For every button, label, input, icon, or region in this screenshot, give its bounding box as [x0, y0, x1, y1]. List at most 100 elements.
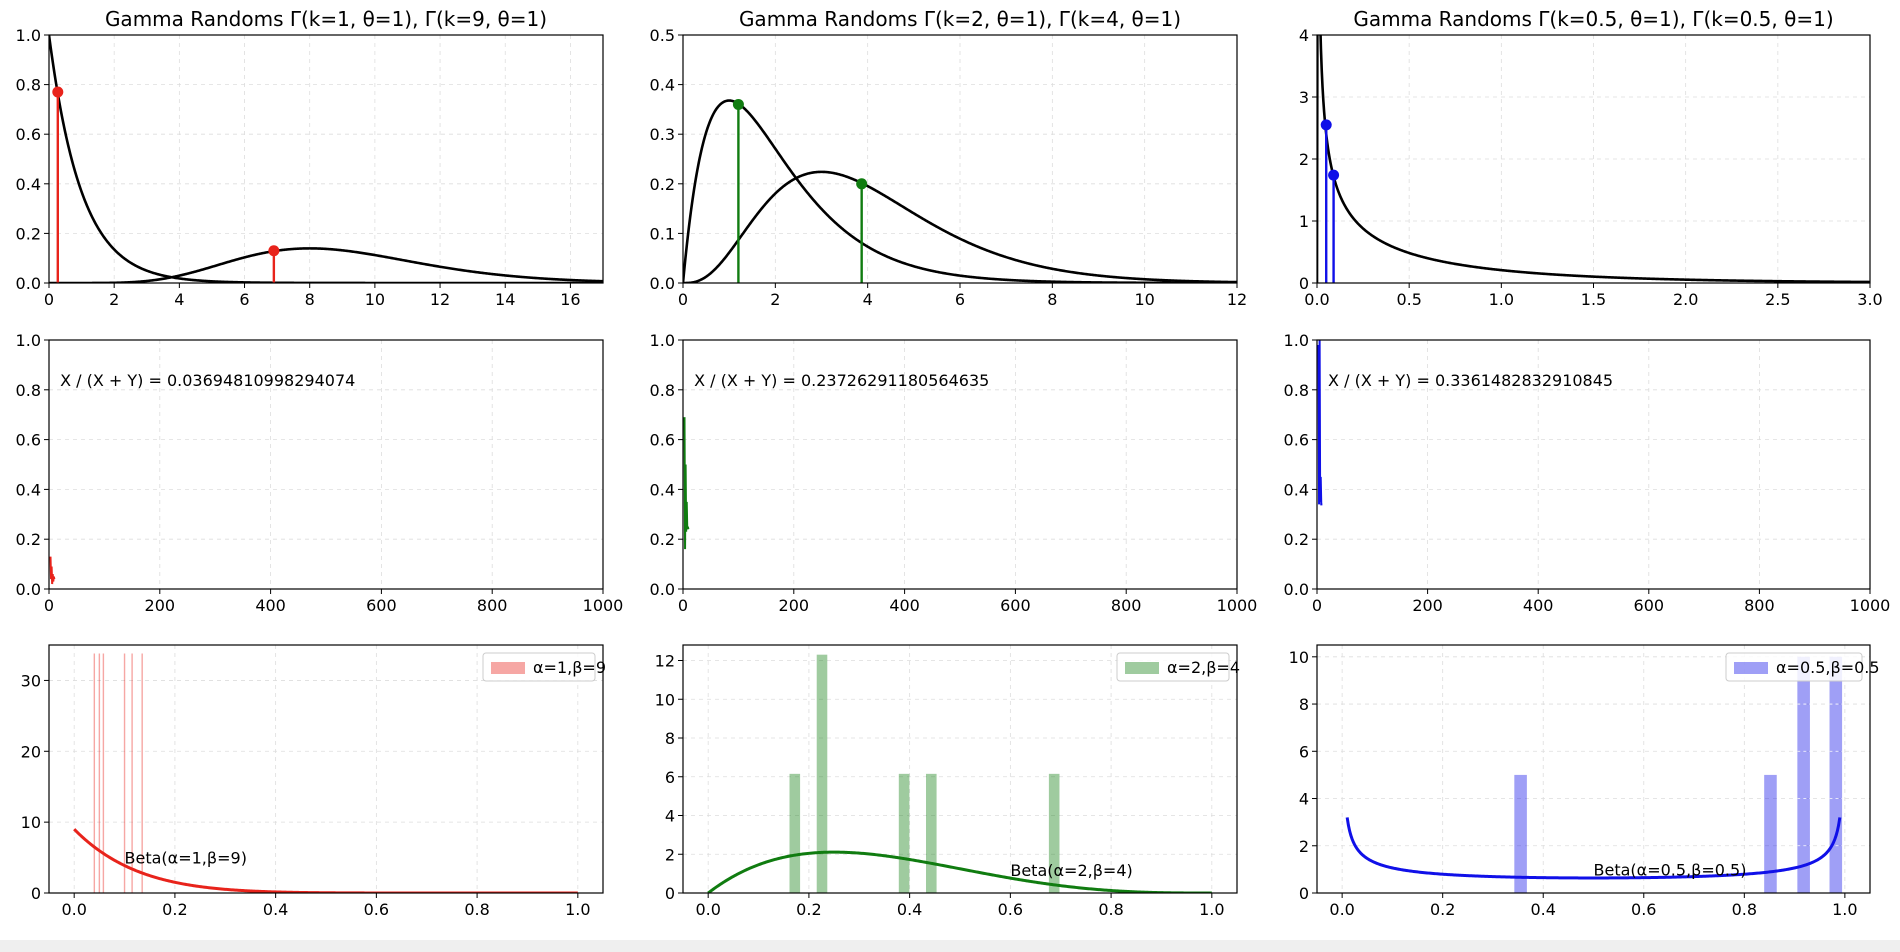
stem-marker-0 [1320, 119, 1332, 131]
x-tick-label-1: 2 [109, 290, 119, 309]
plot-area [49, 556, 56, 585]
y-tick-label-0: 0 [1299, 274, 1309, 293]
y-tick-label-2: 0.4 [16, 480, 41, 499]
x-tick-label-0: 0.0 [695, 900, 720, 919]
panel-gamma1: 0 2 4 6 8 10 12 14 16 0.0 0.2 0.4 0.6 0.8 1.0 Gamma Ran… [16, 7, 604, 309]
annotation-text: X / (X + Y) = 0.03694810998294074 [60, 371, 355, 390]
x-tick-label-0: 0.0 [1304, 290, 1329, 309]
hist-bar-0 [93, 653, 96, 893]
axes-frame [48, 644, 604, 894]
stem-marker-1 [1328, 169, 1340, 181]
x-tick-label-5: 1.0 [1199, 900, 1224, 919]
annotation-text: Beta(α=2,β=4) [1010, 861, 1132, 880]
panel-beta2: Beta(α=2,β=4) α=2,β=4 0.0 0.2 0.4 0.6 0.8 1.0 0 2… [655, 644, 1240, 919]
axes-frame [48, 339, 604, 590]
stem-marker-0 [732, 98, 744, 110]
plot-area [1317, 35, 1870, 283]
y-tick-label-3: 0.6 [16, 431, 41, 450]
y-tick-label-2: 0.2 [650, 175, 675, 194]
y-tick-label-5: 10 [1289, 648, 1309, 667]
x-tick-label-2: 4 [863, 290, 873, 309]
y-tick-label-2: 4 [665, 807, 675, 826]
plot-area [707, 654, 1212, 893]
x-tick-label-5: 10 [1134, 290, 1154, 309]
hist-bar-2 [102, 653, 105, 893]
y-tick-label-2: 0.4 [1284, 480, 1309, 499]
x-tick-label-4: 800 [477, 596, 508, 615]
hist-bar-2 [1797, 656, 1810, 893]
y-tick-label-1: 0.2 [16, 530, 41, 549]
legend-swatch [491, 662, 525, 674]
x-tick-label-2: 1.0 [1489, 290, 1514, 309]
ratio-trace [1317, 340, 1323, 506]
legend-box [1725, 652, 1863, 682]
y-tick-label-2: 0.4 [650, 480, 675, 499]
hist-bar-0 [1514, 774, 1527, 893]
x-tick-label-4: 800 [1744, 596, 1775, 615]
x-tick-label-5: 2.5 [1765, 290, 1790, 309]
x-tick-label-1: 0.2 [796, 900, 821, 919]
bottom-strip [0, 940, 1900, 952]
axes-frame [1316, 644, 1871, 894]
x-tick-label-0: 0 [678, 596, 688, 615]
x-tick-label-4: 0.8 [464, 900, 489, 919]
pdf-curve-0 [683, 99, 1237, 283]
chart-title: Gamma Randoms Γ(k=2, θ=1), Γ(k=4, θ=1) [739, 7, 1181, 31]
y-tick-label-5: 1.0 [16, 331, 41, 350]
y-tick-label-4: 8 [665, 729, 675, 748]
x-tick-label-1: 0.2 [162, 900, 187, 919]
annotation-text: X / (X + Y) = 0.3361482832910845 [1328, 371, 1613, 390]
panel-beta3: Beta(α=0.5,β=0.5) α=0.5,β=0.5 0.0 0.2 0.4 0.6… [1289, 644, 1880, 919]
hist-bar-1 [816, 654, 828, 893]
y-tick-label-6: 12 [655, 652, 675, 671]
x-tick-label-0: 0.0 [61, 900, 86, 919]
y-tick-label-4: 0.8 [16, 381, 41, 400]
x-tick-label-1: 200 [779, 596, 810, 615]
axes-frame [682, 339, 1238, 590]
beta-pdf-curve [707, 850, 1212, 893]
y-tick-label-2: 2 [1299, 150, 1309, 169]
x-tick-label-5: 1000 [1217, 596, 1258, 615]
ratio-trace [683, 417, 690, 550]
x-tick-label-5: 1000 [583, 596, 624, 615]
x-tick-label-7: 14 [495, 290, 515, 309]
hist-bar-0 [789, 773, 801, 893]
pdf-curve-0 [1317, 35, 1870, 283]
beta-pdf-curve [1345, 817, 1842, 880]
stem-marker-0 [52, 86, 64, 98]
axes-frame [682, 644, 1238, 894]
x-tick-label-2: 0.4 [263, 900, 288, 919]
legend-label: α=1,β=9 [533, 658, 606, 677]
plot-area [1345, 656, 1843, 893]
axes-frame [1316, 339, 1871, 590]
y-tick-label-5: 10 [655, 690, 675, 709]
x-tick-label-4: 0.8 [1732, 900, 1757, 919]
y-tick-label-3: 3 [1299, 88, 1309, 107]
y-tick-label-2: 4 [1299, 790, 1309, 809]
x-tick-label-2: 400 [255, 596, 286, 615]
x-tick-label-4: 800 [1111, 596, 1142, 615]
legend-box [482, 652, 596, 682]
y-tick-label-3: 0.3 [650, 125, 675, 144]
y-tick-label-0: 0.0 [16, 580, 41, 599]
annotation-text: X / (X + Y) = 0.23726291180564635 [694, 371, 989, 390]
panel-ratio2: X / (X + Y) = 0.23726291180564635 0 200 400… [650, 331, 1258, 615]
x-tick-label-1: 0.5 [1396, 290, 1421, 309]
legend-label: α=2,β=4 [1167, 658, 1240, 677]
x-tick-label-0: 0 [1312, 596, 1322, 615]
y-tick-label-5: 0.5 [650, 26, 675, 45]
panel-beta1: Beta(α=1,β=9) α=1,β=9 0.0 0.2 0.4 0.6 0.8 1.0 0 1… [21, 644, 606, 919]
y-tick-label-4: 0.8 [650, 381, 675, 400]
y-tick-label-5: 1.0 [16, 26, 41, 45]
panel-ratio1: X / (X + Y) = 0.03694810998294074 0 200 400… [16, 331, 624, 615]
y-tick-label-1: 0.2 [16, 224, 41, 243]
x-tick-label-0: 0 [44, 596, 54, 615]
legend-box [1116, 652, 1230, 682]
plot-area [683, 417, 690, 550]
x-tick-label-1: 0.2 [1430, 900, 1455, 919]
x-tick-label-2: 0.4 [1531, 900, 1556, 919]
x-tick-label-5: 1.0 [565, 900, 590, 919]
y-tick-label-2: 20 [21, 742, 41, 761]
hist-bar-3 [926, 773, 937, 893]
hist-bar-1 [98, 653, 101, 893]
